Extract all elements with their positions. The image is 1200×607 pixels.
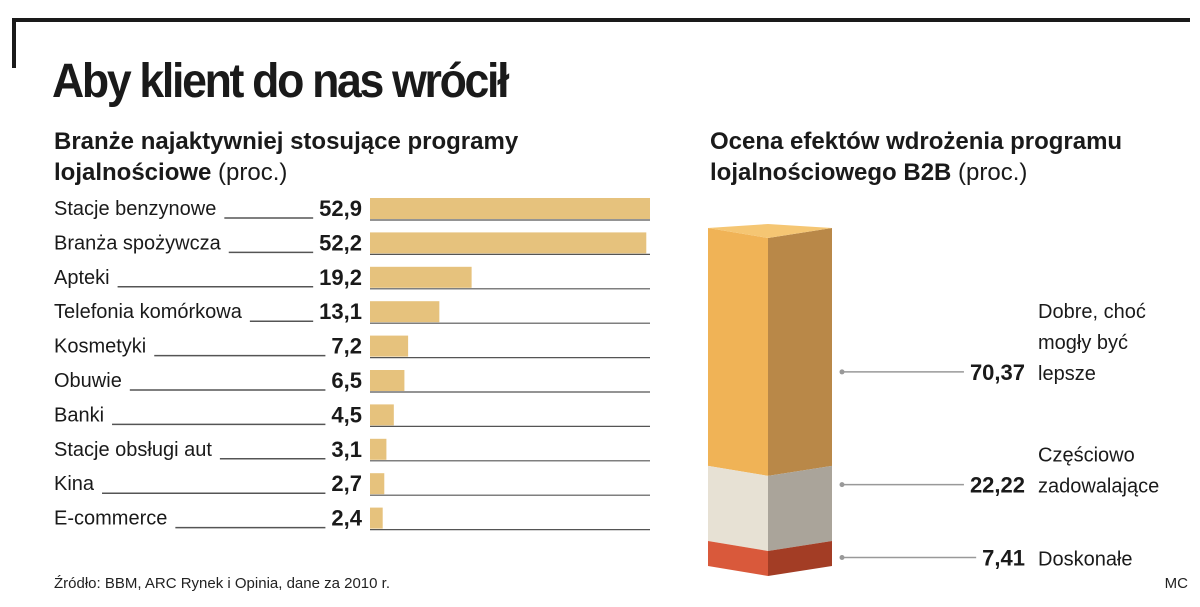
bar-obuwie xyxy=(370,370,405,391)
left-subtitle-line1: Branże najaktywniej stosujące programy xyxy=(54,128,519,155)
bar-label-kina: Kina xyxy=(54,473,95,495)
bar-value-kina: 2,7 xyxy=(331,471,362,496)
right-subtitle-line1: Ocena efektów wdrożenia programu xyxy=(710,128,1123,155)
bar-value-stacje-obslugi-aut: 3,1 xyxy=(331,437,362,462)
bar-kina xyxy=(370,473,385,495)
bar-label-obuwie: Obuwie xyxy=(54,370,122,392)
bar-label-telefonia-komorkowa: Telefonia komórkowa xyxy=(54,301,243,323)
bar-value-apteki: 19,2 xyxy=(319,265,362,290)
headline: Aby klient do nas wrócił xyxy=(52,55,510,108)
stack-side-czesciowo-zadowalajace xyxy=(768,465,832,551)
stack-label-dobre-choc-mogly-byc-lepsze-line3: lepsze xyxy=(1038,363,1096,385)
bar-label-e-commerce: E-commerce xyxy=(54,508,167,530)
frame-top-rule xyxy=(12,18,1190,22)
stack-label-doskonale-line1: Doskonałe xyxy=(1038,548,1133,570)
bar-label-kosmetyki: Kosmetyki xyxy=(54,336,146,358)
right-subtitle-line2: lojalnościowego B2B xyxy=(710,159,952,186)
left-chart-subtitle: Branże najaktywniej stosujące programy l… xyxy=(54,126,518,188)
stack-value-czesciowo-zadowalajace: 22,22 xyxy=(970,473,1025,498)
stack-leader-dot-dobre-choc-mogly-byc-lepsze xyxy=(839,369,845,375)
frame-left-rule xyxy=(12,18,16,68)
bar-value-stacje-benzynowe: 52,9 xyxy=(319,196,362,221)
stack-leader-dot-czesciowo-zadowalajace xyxy=(839,482,845,488)
stack-value-doskonale: 7,41 xyxy=(982,545,1025,570)
bar-stacje-obslugi-aut xyxy=(370,438,387,460)
stack-label-dobre-choc-mogly-byc-lepsze-line1: Dobre, choć xyxy=(1038,301,1146,323)
bar-value-telefonia-komorkowa: 13,1 xyxy=(319,299,362,324)
bar-label-stacje-benzynowe: Stacje benzynowe xyxy=(54,198,216,220)
bar-apteki xyxy=(370,266,472,288)
stack-side-doskonale xyxy=(768,540,832,576)
left-subtitle-unit: (proc.) xyxy=(218,159,288,186)
bar-banki xyxy=(370,404,394,426)
stack-label-czesciowo-zadowalajace-line1: Częściowo xyxy=(1038,445,1135,467)
source-note: Źródło: BBM, ARC Rynek i Opinia, dane za… xyxy=(54,575,390,592)
bar-label-banki: Banki xyxy=(54,404,104,426)
bar-value-branza-spozywcza: 52,2 xyxy=(319,230,362,255)
bar-telefonia-komorkowa xyxy=(370,301,440,323)
stack-front-doskonale xyxy=(708,540,768,576)
stack-top-cap xyxy=(708,224,832,238)
bar-branza-spozywcza xyxy=(370,232,647,254)
author-credit: MC xyxy=(1164,575,1188,592)
bar-stacje-benzynowe xyxy=(370,198,650,219)
bar-label-stacje-obslugi-aut: Stacje obsługi aut xyxy=(54,439,212,461)
bar-label-branza-spozywcza: Branża spożywcza xyxy=(54,232,222,254)
stack-side-dobre-choc-mogly-byc-lepsze xyxy=(768,228,832,476)
stack-value-dobre-choc-mogly-byc-lepsze: 70,37 xyxy=(970,360,1025,385)
bar-e-commerce xyxy=(370,507,383,529)
left-subtitle-line2: lojalnościowe xyxy=(54,159,212,186)
right-subtitle-unit: (proc.) xyxy=(958,159,1028,186)
bar-value-e-commerce: 2,4 xyxy=(331,506,362,531)
bar-kosmetyki xyxy=(370,335,409,357)
stack-leader-dot-doskonale xyxy=(839,554,845,560)
bar-value-banki: 4,5 xyxy=(331,402,362,427)
stack-front-dobre-choc-mogly-byc-lepsze xyxy=(708,228,768,476)
stack-front-czesciowo-zadowalajace xyxy=(708,465,768,551)
bar-value-obuwie: 6,5 xyxy=(331,368,362,393)
stack-label-dobre-choc-mogly-byc-lepsze-line2: mogły być xyxy=(1038,332,1128,354)
stack-label-czesciowo-zadowalajace-line2: zadowalające xyxy=(1038,476,1159,498)
bar-label-apteki: Apteki xyxy=(54,267,110,289)
right-chart-subtitle: Ocena efektów wdrożenia programu lojalno… xyxy=(710,126,1122,188)
bar-value-kosmetyki: 7,2 xyxy=(331,334,362,359)
